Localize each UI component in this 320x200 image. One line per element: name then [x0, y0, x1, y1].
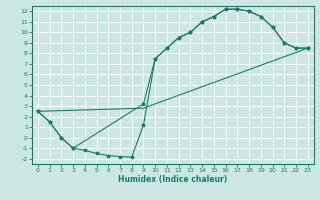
- X-axis label: Humidex (Indice chaleur): Humidex (Indice chaleur): [118, 175, 228, 184]
